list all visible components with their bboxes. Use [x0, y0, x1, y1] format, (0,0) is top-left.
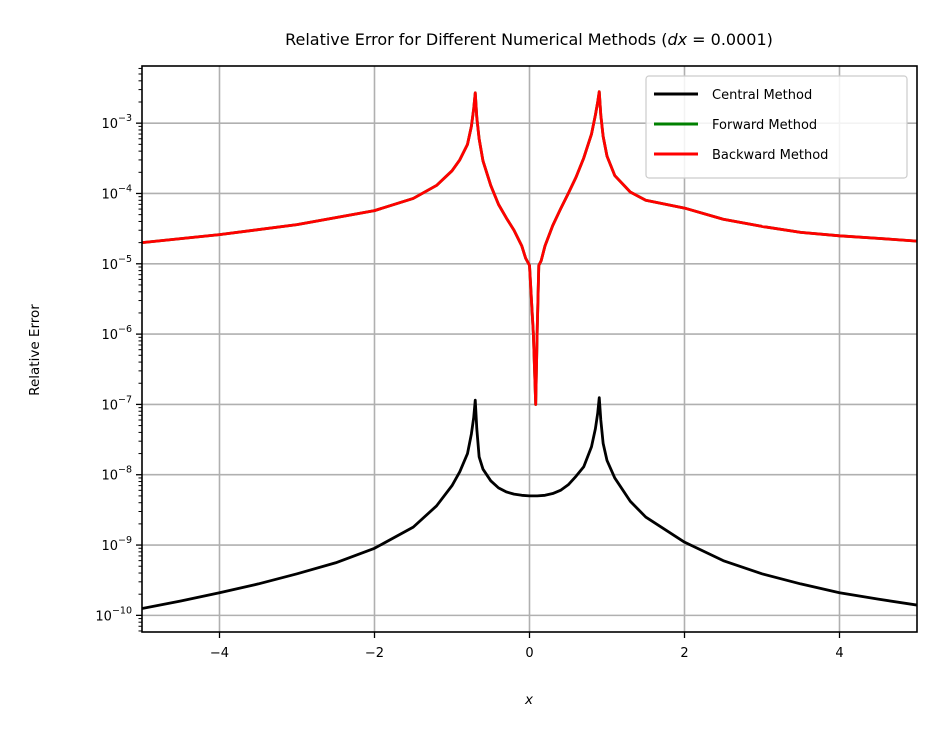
series-layer — [142, 90, 917, 610]
chart-title-eq: = 0.0001) — [687, 30, 773, 49]
tick-labels: −4 −2 0 2 4 10−10 10−9 10−8 10−7 10−6 10−5 10−4 10−3 — [95, 113, 843, 661]
legend: Central Method Forward Method Backward M… — [645, 75, 908, 179]
y-tick-label: 10−10 — [95, 605, 132, 624]
legend-label-backward: Backward Method — [712, 148, 828, 163]
y-tick-label: 10−4 — [101, 183, 132, 202]
plot-frame — [141, 65, 918, 633]
x-tick-label: −2 — [365, 646, 384, 661]
legend-label-forward: Forward Method — [712, 118, 817, 133]
chart-title: Relative Error for Different Numerical M… — [285, 30, 773, 49]
y-tick-label: 10−5 — [101, 254, 132, 273]
y-tick-label: 10−7 — [101, 394, 132, 413]
chart-title-math: dx — [667, 30, 687, 49]
y-tick-label: 10−3 — [101, 113, 132, 132]
x-tick-label: 0 — [525, 646, 533, 661]
series-line-central-method — [142, 396, 917, 610]
legend-box — [645, 75, 908, 179]
axes — [136, 65, 918, 638]
chart-title-main: Relative Error for Different Numerical M… — [285, 30, 667, 49]
x-tick-label: −4 — [210, 646, 229, 661]
legend-label-central: Central Method — [712, 88, 812, 103]
series-line-backward-method — [142, 90, 917, 406]
y-tick-label: 10−6 — [101, 324, 132, 343]
y-axis-label: Relative Error — [27, 304, 43, 396]
x-tick-label: 4 — [835, 646, 843, 661]
x-axis-label: x — [524, 692, 534, 708]
y-tick-label: 10−8 — [101, 465, 132, 484]
x-tick-label: 2 — [680, 646, 688, 661]
y-tick-label: 10−9 — [101, 535, 132, 554]
